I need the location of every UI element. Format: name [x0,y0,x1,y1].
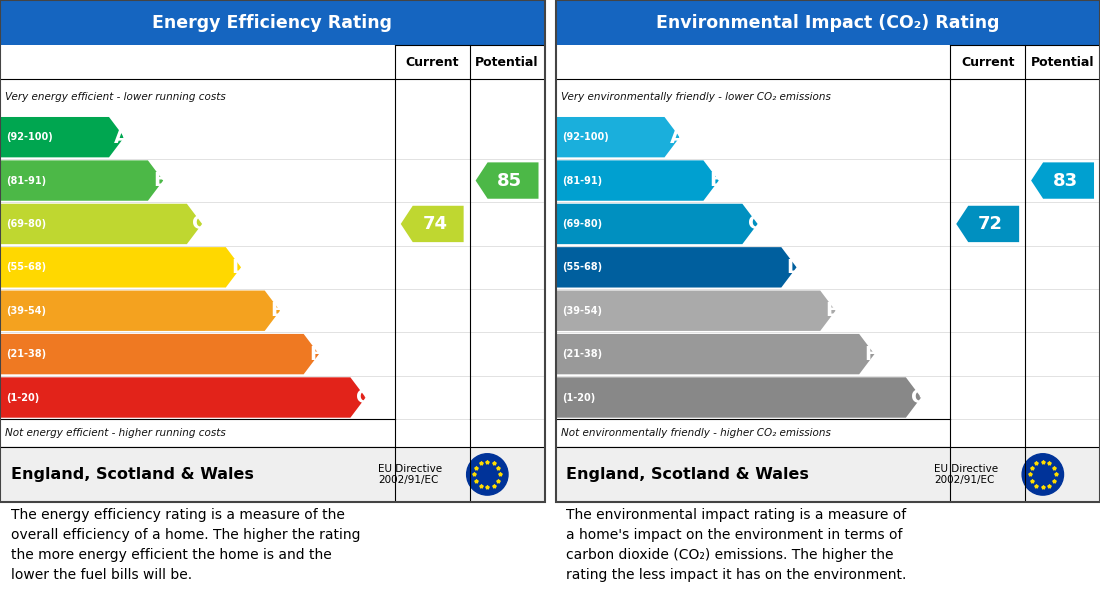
Text: (92-100): (92-100) [7,132,53,142]
Text: B: B [708,171,724,190]
Text: (55-68): (55-68) [7,262,46,272]
Polygon shape [556,291,836,331]
Text: The energy efficiency rating is a measure of the
overall efficiency of a home. T: The energy efficiency rating is a measur… [11,508,361,582]
Text: Very environmentally friendly - lower CO₂ emissions: Very environmentally friendly - lower CO… [561,92,830,102]
Text: 74: 74 [422,215,448,233]
Text: Current: Current [406,56,459,69]
Text: E: E [826,301,839,320]
Polygon shape [956,206,1019,242]
Polygon shape [556,160,718,201]
Bar [556,0,1100,45]
Text: E: E [271,301,284,320]
Polygon shape [556,378,921,418]
Text: Current: Current [961,56,1014,69]
Text: (39-54): (39-54) [562,306,602,316]
Polygon shape [475,163,539,199]
Text: (92-100): (92-100) [562,132,608,142]
Text: Potential: Potential [1031,56,1094,69]
Text: Not environmentally friendly - higher CO₂ emissions: Not environmentally friendly - higher CO… [561,428,830,438]
Ellipse shape [1022,454,1064,495]
Text: (55-68): (55-68) [562,262,602,272]
Text: 72: 72 [978,215,1003,233]
Text: C: C [192,214,207,233]
Text: D: D [786,258,803,277]
Bar [0,447,544,502]
Text: (39-54): (39-54) [7,306,46,316]
Text: F: F [309,344,322,363]
Text: D: D [231,258,248,277]
Text: (1-20): (1-20) [562,392,595,402]
Text: Energy Efficiency Rating: Energy Efficiency Rating [152,14,393,31]
Text: F: F [865,344,878,363]
Polygon shape [0,247,241,288]
Text: (1-20): (1-20) [7,392,40,402]
Text: C: C [748,214,762,233]
Polygon shape [400,206,463,242]
Polygon shape [556,247,796,288]
Text: Very energy efficient - lower running costs: Very energy efficient - lower running co… [6,92,227,102]
Text: England, Scotland & Wales: England, Scotland & Wales [11,467,254,482]
Polygon shape [1031,163,1094,199]
Text: Environmental Impact (CO₂) Rating: Environmental Impact (CO₂) Rating [656,14,1000,31]
Polygon shape [0,160,163,201]
Text: A: A [670,128,685,147]
Polygon shape [0,291,280,331]
Polygon shape [0,334,319,375]
Text: 83: 83 [1053,171,1078,190]
Polygon shape [556,334,874,375]
Text: The environmental impact rating is a measure of
a home's impact on the environme: The environmental impact rating is a mea… [566,508,906,582]
Text: Not energy efficient - higher running costs: Not energy efficient - higher running co… [6,428,227,438]
Text: G: G [355,388,372,407]
Text: (81-91): (81-91) [7,176,46,185]
Text: (81-91): (81-91) [562,176,602,185]
Text: 85: 85 [497,171,522,190]
Polygon shape [556,204,758,244]
Bar [556,447,1100,502]
Text: G: G [911,388,927,407]
Text: EU Directive
2002/91/EC: EU Directive 2002/91/EC [934,464,998,485]
Text: EU Directive
2002/91/EC: EU Directive 2002/91/EC [378,464,442,485]
Text: (69-80): (69-80) [7,219,46,229]
Bar [0,0,544,45]
Polygon shape [0,117,124,157]
Text: A: A [114,128,130,147]
Text: England, Scotland & Wales: England, Scotland & Wales [566,467,810,482]
Polygon shape [0,204,202,244]
Text: B: B [153,171,168,190]
Text: (69-80): (69-80) [562,219,602,229]
Text: Potential: Potential [475,56,539,69]
Ellipse shape [466,454,508,495]
Text: (21-38): (21-38) [562,349,602,359]
Text: (21-38): (21-38) [7,349,46,359]
Polygon shape [0,378,365,418]
Polygon shape [556,117,680,157]
